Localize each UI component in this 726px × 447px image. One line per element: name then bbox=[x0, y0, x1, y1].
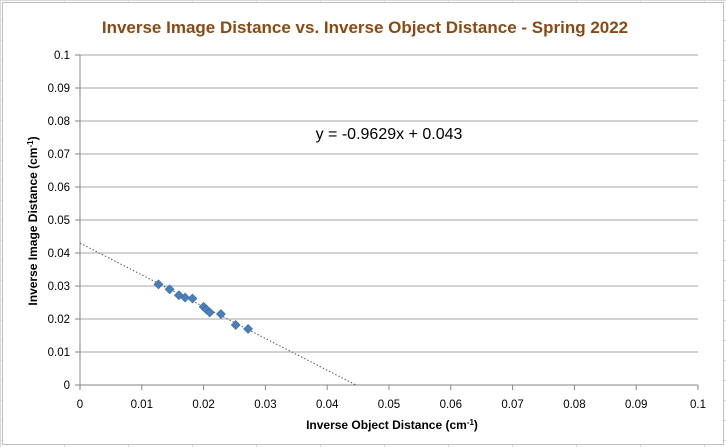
equation-background bbox=[309, 122, 469, 147]
y-tick-label: 0 bbox=[64, 380, 70, 392]
x-tick-label: 0.06 bbox=[440, 399, 462, 411]
data-point bbox=[243, 323, 254, 334]
x-tick-label: 0.02 bbox=[192, 399, 214, 411]
x-tick-label: 0 bbox=[77, 399, 83, 411]
x-tick-label: 0.08 bbox=[563, 399, 585, 411]
scatter-chart: Inverse Image Distance vs. Inverse Objec… bbox=[26, 18, 707, 433]
x-tick-label: 0.1 bbox=[690, 399, 706, 411]
y-tick-label: 0.06 bbox=[48, 182, 70, 194]
x-tick-label: 0.03 bbox=[254, 399, 276, 411]
y-tick-label: 0.03 bbox=[48, 281, 70, 293]
data-point bbox=[180, 292, 190, 303]
x-tick-label: 0.01 bbox=[131, 399, 153, 411]
axes bbox=[75, 54, 699, 390]
gridlines bbox=[80, 54, 698, 353]
x-tick-label: 0.05 bbox=[378, 399, 400, 411]
trendline-equation: y = -0.9629x + 0.043 bbox=[316, 126, 463, 143]
x-tick-label: 0.09 bbox=[625, 399, 647, 411]
x-axis-title: Inverse Object Distance (cm-1) bbox=[306, 418, 478, 433]
data-point bbox=[230, 320, 241, 330]
y-tick-label: 0.09 bbox=[48, 83, 70, 95]
y-tick-label: 0.04 bbox=[48, 248, 71, 260]
y-tick-label: 0.01 bbox=[48, 347, 70, 359]
data-point bbox=[164, 284, 175, 295]
data-point bbox=[215, 309, 226, 319]
y-axis-title: Inverse Image Distance (cm-1) bbox=[26, 136, 41, 305]
y-tick-label: 0.08 bbox=[48, 116, 70, 128]
data-point bbox=[153, 279, 164, 290]
y-tick-labels: 0 0.01 0.02 0.03 0.04 0.05 0.06 0.07 0.08 0.09 0.1 bbox=[48, 50, 71, 392]
x-tick-label: 0.07 bbox=[501, 399, 523, 411]
x-tick-label: 0.04 bbox=[316, 399, 339, 411]
y-tick-label: 0.07 bbox=[48, 149, 70, 161]
data-point bbox=[204, 307, 215, 318]
data-points bbox=[153, 279, 254, 334]
data-point bbox=[187, 293, 198, 304]
y-tick-label: 0.02 bbox=[48, 314, 70, 326]
x-tick-labels: 0 0.01 0.02 0.03 0.04 0.05 0.06 0.07 0.08 0.09 0.1 bbox=[77, 399, 706, 411]
y-tick-label: 0.05 bbox=[48, 215, 70, 227]
y-tick-label: 0.1 bbox=[54, 50, 70, 62]
chart-title: Inverse Image Distance vs. Inverse Objec… bbox=[102, 18, 628, 37]
